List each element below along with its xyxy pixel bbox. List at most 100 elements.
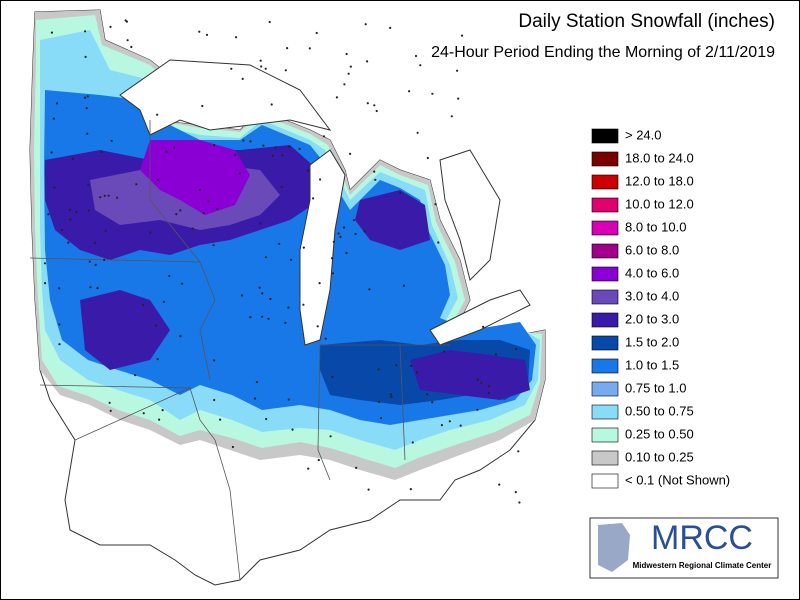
station-dot (259, 59, 262, 62)
legend-swatch (591, 266, 619, 282)
station-dot (55, 102, 59, 105)
station-dot (302, 303, 305, 306)
legend-label: 0.50 to 0.75 (625, 403, 694, 418)
snow-200-d (80, 290, 170, 370)
station-dot (107, 194, 110, 197)
legend-label: 1.5 to 2.0 (625, 334, 679, 349)
station-dot (518, 501, 521, 504)
lake-huron (439, 149, 501, 281)
station-dot (515, 347, 518, 351)
station-dot (281, 154, 284, 157)
station-dot (162, 300, 165, 303)
station-dot (312, 197, 315, 200)
station-dot (480, 381, 483, 384)
legend-label: 0.25 to 0.50 (625, 426, 694, 441)
lake-michigan (299, 149, 346, 346)
snow-200-b (355, 190, 430, 250)
station-dot (109, 409, 112, 412)
station-dot (373, 170, 376, 173)
station-dot (104, 229, 107, 232)
station-dot (437, 241, 440, 244)
legend-label: 0.75 to 1.0 (625, 380, 686, 395)
station-dot (212, 244, 215, 247)
station-dot (99, 196, 102, 199)
station-dot (238, 172, 241, 175)
legend-swatch (591, 381, 619, 397)
station-dot (317, 458, 320, 462)
lake-superior (119, 59, 332, 136)
station-dot (343, 83, 346, 86)
station-dot (202, 211, 205, 215)
station-dot (366, 60, 369, 63)
station-dot (241, 77, 244, 80)
legend-label: 4.0 to 6.0 (625, 265, 679, 280)
station-dot (319, 178, 322, 181)
station-dot (514, 491, 517, 494)
station-dot (399, 191, 402, 194)
station-dot (330, 257, 334, 260)
legend-swatch (591, 335, 619, 351)
station-dot (61, 229, 64, 232)
station-dot (84, 30, 87, 33)
station-dot (434, 203, 437, 206)
station-dot (43, 262, 47, 265)
map-area (29, 9, 546, 586)
station-dot (260, 65, 263, 68)
snow-400 (140, 140, 250, 215)
station-dot (316, 325, 319, 328)
station-dot (302, 246, 305, 249)
legend-label: 12.0 to 18.0 (625, 173, 694, 188)
legend-swatch (591, 450, 619, 466)
station-dot (103, 194, 106, 197)
station-dot (50, 151, 53, 154)
station-dot (307, 467, 310, 470)
station-dot (231, 445, 234, 449)
station-dot (331, 272, 334, 275)
station-dot (374, 178, 377, 181)
station-dot (306, 169, 310, 172)
station-dot (213, 144, 216, 147)
station-dot (142, 412, 145, 415)
station-dot (375, 109, 378, 113)
legend-label: 2.0 to 3.0 (625, 311, 679, 326)
station-dot (395, 364, 398, 367)
station-dot (368, 288, 371, 291)
station-dot (349, 152, 352, 155)
station-dot (261, 292, 264, 295)
station-dot (402, 284, 405, 287)
legend-swatch (591, 197, 619, 213)
station-dot (460, 34, 464, 37)
station-dot (180, 282, 184, 285)
station-dot (126, 39, 129, 42)
station-dot (352, 219, 355, 222)
station-dot (267, 317, 270, 320)
station-dot (308, 47, 311, 50)
station-dot (71, 157, 74, 160)
legend-label: 18.0 to 24.0 (625, 150, 694, 165)
station-dot (270, 103, 273, 106)
station-dot (83, 96, 87, 99)
station-dot (173, 146, 176, 149)
station-dot (426, 393, 429, 396)
map-subtitle: 24-Hour Period Ending the Morning of 2/1… (431, 44, 775, 61)
station-dot (355, 466, 358, 469)
station-dot (517, 450, 520, 453)
station-dot (264, 256, 267, 259)
station-dot (262, 144, 265, 147)
station-dot (408, 90, 411, 93)
station-dot (219, 418, 222, 421)
station-dot (235, 36, 238, 39)
station-dot (342, 226, 346, 229)
station-dot (415, 371, 418, 374)
station-dot (288, 145, 291, 148)
station-dot (440, 424, 443, 427)
station-dot (94, 263, 97, 266)
station-dot (191, 227, 194, 230)
station-dot (108, 401, 111, 404)
station-dot (287, 306, 290, 309)
station-dot (498, 483, 501, 486)
station-dot (389, 393, 392, 396)
snow-200-c (410, 350, 530, 400)
station-dot (457, 97, 460, 100)
station-dot (87, 209, 90, 212)
